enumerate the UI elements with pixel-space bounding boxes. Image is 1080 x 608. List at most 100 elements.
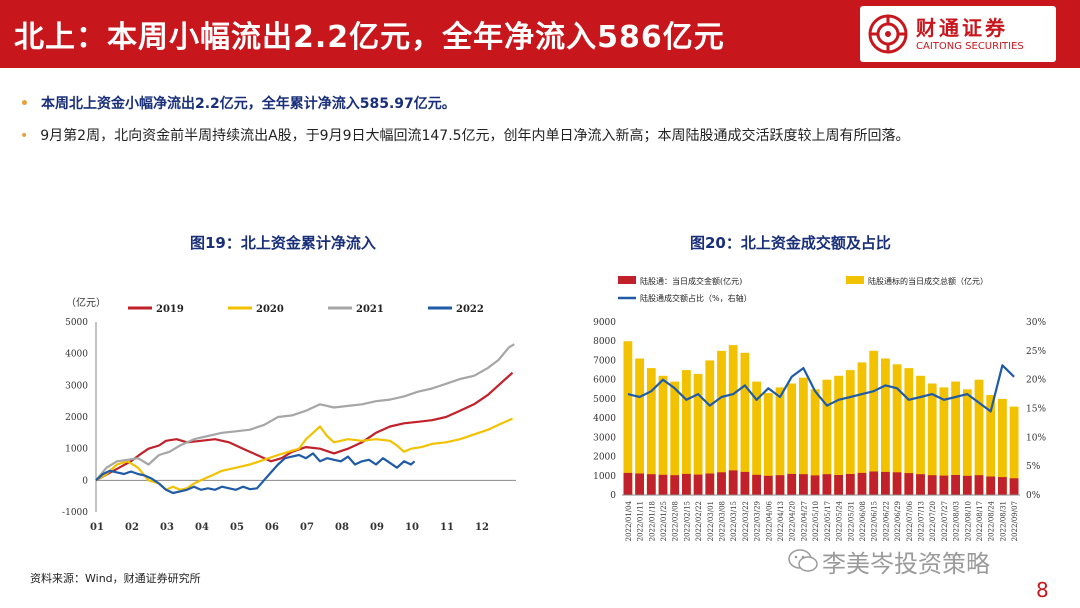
bar-northbound-turnover xyxy=(787,473,797,495)
x-tick-label: 2022/04/27 xyxy=(800,501,808,541)
series-line-share xyxy=(627,364,1015,413)
legend-swatch-total xyxy=(846,276,864,284)
y-tick-label: 5000 xyxy=(65,318,88,328)
x-tick-label: 2022/09/07 xyxy=(1011,501,1019,541)
bar-total-turnover xyxy=(939,387,949,495)
x-tick-label: 2022/01/25 xyxy=(660,501,668,541)
bar-northbound-turnover xyxy=(810,475,820,495)
x-tick-label: 03 xyxy=(160,522,174,533)
x-tick-label: 2022/03/08 xyxy=(719,501,727,541)
bar-northbound-turnover xyxy=(951,475,960,495)
bar-total-turnover xyxy=(916,375,925,495)
bar-total-turnover xyxy=(822,379,832,495)
bar-northbound-turnover xyxy=(728,470,738,495)
bar-northbound-turnover xyxy=(752,474,761,495)
y-tick-label: 2000 xyxy=(65,413,88,423)
y-tick-label: 2000 xyxy=(593,453,616,463)
y2-tick-label: 5% xyxy=(1026,462,1041,472)
x-tick-label: 2022/05/24 xyxy=(836,500,844,541)
x-tick-label: 10 xyxy=(405,522,419,533)
bar-total-turnover xyxy=(892,364,902,495)
logo-emblem-icon xyxy=(868,14,908,54)
legend-label-share: 陆股通成交额占比（%，右轴） xyxy=(640,293,752,303)
bar-total-turnover xyxy=(834,375,843,495)
bar-total-turnover xyxy=(740,352,750,495)
bar-total-turnover xyxy=(904,368,914,495)
x-tick-label: 2022/08/24 xyxy=(988,500,996,541)
x-tick-label: 2022/01/04 xyxy=(625,500,633,541)
x-tick-label: 01 xyxy=(90,522,104,533)
chart-turnover-and-share: 陆股通：当日成交金额(亿元) 陆股通标的当日成交总额（亿元） 陆股通成交额占比（%，… xyxy=(593,276,1046,541)
bar-northbound-turnover xyxy=(881,471,890,495)
bar-northbound-turnover xyxy=(845,474,855,495)
bar-total-turnover xyxy=(1009,406,1019,495)
x-tick-label: 2022/04/20 xyxy=(789,501,797,541)
page-number: 8 xyxy=(1036,578,1049,602)
y-axis-unit-label: （亿元） xyxy=(66,296,106,309)
bar-northbound-turnover xyxy=(962,475,972,495)
bullet-detail: • 9月第2周，北向资金前半周持续流出A股，于9月9日大幅回流147.5亿元，创年… xyxy=(20,125,910,145)
x-tick-label: 2022/04/06 xyxy=(765,500,773,541)
watermark-text: 李美岑投资策略 xyxy=(822,550,990,578)
bar-total-turnover xyxy=(951,381,960,495)
series-line-2019 xyxy=(95,371,514,482)
legend-label-2021: 2021 xyxy=(356,304,384,315)
legend-label-2019: 2019 xyxy=(156,304,184,315)
bar-northbound-turnover xyxy=(763,475,773,495)
x-tick-label: 2022/06/08 xyxy=(859,501,867,541)
bullet-summary: • 本周北上资金小幅净流出2.2亿元，全年累计净流入585.97亿元。 xyxy=(20,93,456,113)
wechat-icon xyxy=(788,549,818,572)
bullet-dot-icon: • xyxy=(20,96,29,112)
legend-label-total: 陆股通标的当日成交总额（亿元） xyxy=(868,276,988,286)
bar-northbound-turnover xyxy=(939,475,949,495)
x-tick-label: 2022/05/17 xyxy=(824,501,832,541)
x-tick-label: 2022/07/27 xyxy=(941,501,949,541)
bar-northbound-turnover xyxy=(822,474,832,495)
bar-total-turnover xyxy=(658,375,668,495)
x-tick-label: 2022/01/11 xyxy=(637,501,645,541)
y2-tick-label: 20% xyxy=(1026,376,1046,386)
x-tick-label: 2022/03/15 xyxy=(730,501,738,541)
logo-text-cn: 财通证券 xyxy=(916,16,1008,40)
bar-total-turnover xyxy=(717,350,726,495)
y2-tick-label: 30% xyxy=(1026,318,1046,328)
bar-northbound-turnover xyxy=(682,473,691,495)
bar-northbound-turnover xyxy=(986,476,996,495)
bar-total-turnover xyxy=(845,370,855,495)
x-tick-label: 09 xyxy=(370,522,384,533)
bar-northbound-turnover xyxy=(904,473,914,495)
bar-total-turnover xyxy=(752,381,761,495)
bar-northbound-turnover xyxy=(857,472,867,495)
bar-northbound-turnover xyxy=(646,474,656,495)
legend-label-2020: 2020 xyxy=(256,304,284,315)
bar-total-turnover xyxy=(693,373,703,495)
bullet-text-1: 本周北上资金小幅净流出2.2亿元，全年累计净流入585.97亿元。 xyxy=(40,96,456,112)
bar-northbound-turnover xyxy=(974,475,984,495)
x-tick-label: 2022/06/22 xyxy=(882,501,890,541)
bar-northbound-turnover xyxy=(1009,478,1019,495)
bar-northbound-turnover xyxy=(916,474,925,495)
y2-tick-label: 0% xyxy=(1026,491,1041,501)
x-tick-label: 02 xyxy=(125,522,139,533)
y-tick-label: 0 xyxy=(610,491,616,501)
bar-total-turnover xyxy=(881,358,890,495)
bar-northbound-turnover xyxy=(658,474,668,495)
x-tick-label: 2022/05/10 xyxy=(812,501,820,541)
x-tick-label: 2022/03/22 xyxy=(742,501,750,541)
bar-total-turnover xyxy=(869,350,879,495)
bar-northbound-turnover xyxy=(635,473,644,495)
y-tick-label: 6000 xyxy=(593,376,616,386)
bar-total-turnover xyxy=(763,393,773,495)
bar-northbound-turnover xyxy=(775,475,785,495)
x-tick-label: 2022/05/31 xyxy=(847,501,855,541)
x-tick-label: 04 xyxy=(195,522,209,533)
bar-total-turnover xyxy=(682,370,691,495)
x-tick-label: 07 xyxy=(300,522,314,533)
brand-logo: 财通证券 CAITONG SECURITIES xyxy=(860,6,1056,62)
x-tick-label: 2022/07/06 xyxy=(906,500,914,541)
x-tick-label: 12 xyxy=(475,522,489,533)
bar-total-turnover xyxy=(962,389,972,495)
y-tick-label: 4000 xyxy=(65,350,88,360)
x-tick-label: 2022/02/08 xyxy=(672,501,680,541)
y-tick-label: 5000 xyxy=(593,395,616,405)
